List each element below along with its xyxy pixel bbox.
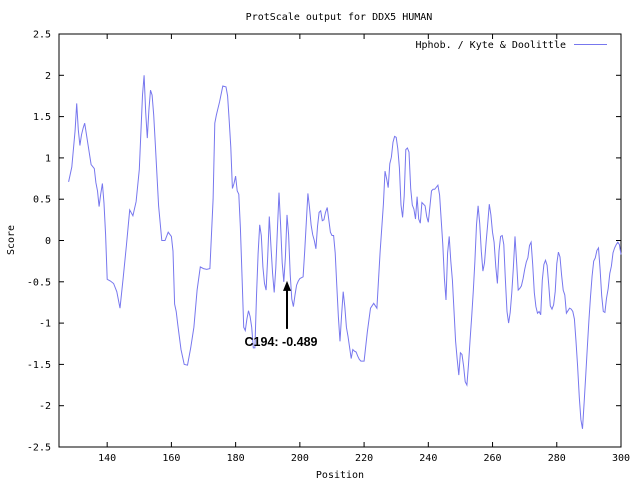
y-axis: 2.5 2 1.5 1 0.5 0 -0.5 -1 -1.5 -2 -2.5: [27, 30, 621, 454]
y-tick-label: 2.5: [33, 30, 51, 41]
annotation-arrow-head: [283, 280, 292, 291]
annotation: C194: -0.489: [245, 280, 318, 349]
x-tick-label: 240: [419, 453, 437, 464]
x-tick-label: 160: [162, 453, 180, 464]
annotation-label: C194: -0.489: [245, 335, 318, 349]
series-line: [68, 75, 622, 429]
y-tick-label: 2: [45, 71, 51, 82]
chart-title: ProtScale output for DDX5 HUMAN: [246, 12, 433, 23]
x-tick-label: 200: [291, 453, 309, 464]
y-tick-label: 1: [45, 153, 51, 164]
legend-label: Hphob. / Kyte & Doolittle: [415, 40, 566, 51]
y-tick-label: -2.5: [27, 443, 51, 454]
y-tick-label: 0: [45, 236, 51, 247]
x-tick-label: 260: [484, 453, 502, 464]
x-axis: 140 160 180 200 220 240 260 280 300: [98, 34, 630, 464]
y-axis-label: Score: [6, 225, 17, 255]
x-tick-label: 300: [612, 453, 630, 464]
y-tick-label: -1.5: [27, 360, 51, 371]
x-axis-label: Position: [316, 470, 364, 481]
x-tick-label: 220: [355, 453, 373, 464]
y-tick-label: -1: [39, 319, 51, 330]
y-tick-label: 1.5: [33, 112, 51, 123]
x-tick-label: 140: [98, 453, 116, 464]
y-tick-label: -2: [39, 401, 51, 412]
y-tick-label: 0.5: [33, 195, 51, 206]
legend: Hphob. / Kyte & Doolittle: [415, 40, 607, 51]
x-tick-label: 280: [548, 453, 566, 464]
x-tick-label: 180: [227, 453, 245, 464]
y-tick-label: -0.5: [27, 277, 51, 288]
